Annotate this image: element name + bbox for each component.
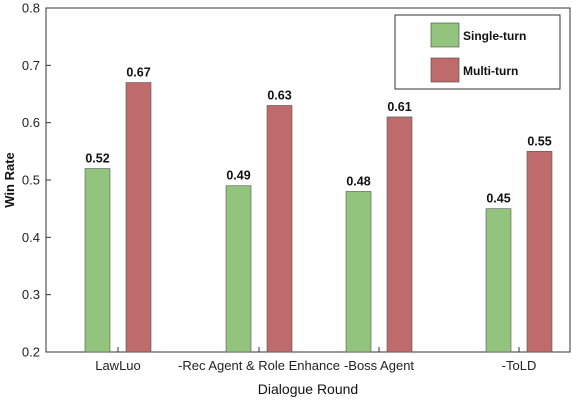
y-tick-label: 0.7: [22, 58, 40, 73]
y-tick-label: 0.2: [22, 345, 40, 360]
x-tick-label: -Boss Agent: [344, 358, 414, 373]
bar-single-turn: [345, 191, 372, 353]
bar-multi-turn: [526, 151, 553, 353]
bar-single-turn: [485, 208, 512, 353]
x-tick-label: LawLuo: [95, 358, 141, 373]
y-tick-label: 0.4: [22, 230, 40, 245]
x-tick-label: -Rec Agent & Role Enhance: [178, 358, 340, 373]
bars: 0.52 0.67 0.49 0.63 0.48 0.61 0.45 0.55: [84, 66, 553, 353]
data-label: 0.52: [85, 152, 109, 166]
bar-single-turn: [84, 168, 111, 353]
legend-swatch-multi-turn: [430, 57, 460, 83]
legend-box: [394, 14, 561, 90]
x-axis: LawLuo -Rec Agent & Role Enhance -Boss Age…: [95, 347, 536, 373]
bar-multi-turn: [125, 82, 152, 353]
data-label: 0.48: [346, 174, 370, 188]
legend-label-multi-turn: Multi-turn: [463, 64, 518, 78]
legend-swatch-single-turn: [430, 22, 460, 48]
data-label: 0.67: [126, 66, 150, 80]
legend-label-single-turn: Single-turn: [463, 29, 526, 43]
data-label: 0.63: [267, 88, 291, 102]
y-axis: 0.2 0.3 0.4 0.5 0.6 0.7 0.8: [22, 1, 51, 360]
data-label: 0.45: [486, 192, 510, 206]
bar-multi-turn: [266, 105, 293, 353]
data-label: 0.61: [387, 100, 411, 114]
legend: Single-turn Multi-turn: [394, 14, 561, 90]
bar-multi-turn: [386, 116, 413, 353]
data-label: 0.55: [527, 134, 551, 148]
y-tick-label: 0.3: [22, 287, 40, 302]
y-tick-label: 0.8: [22, 1, 40, 16]
y-axis-title: Win Rate: [2, 152, 17, 208]
x-tick-label: -ToLD: [502, 358, 537, 373]
y-tick-label: 0.5: [22, 173, 40, 188]
bar-single-turn: [225, 185, 252, 353]
y-tick-label: 0.6: [22, 115, 40, 130]
data-label: 0.49: [226, 169, 250, 183]
x-axis-title: Dialogue Round: [258, 381, 358, 397]
